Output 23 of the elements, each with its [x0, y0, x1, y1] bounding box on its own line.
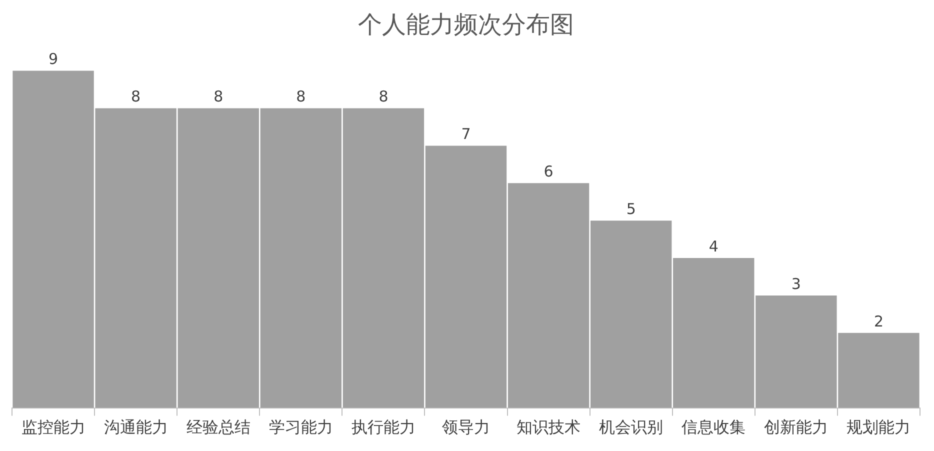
data-label: 8: [131, 88, 141, 106]
data-label: 7: [461, 125, 471, 144]
x-tick-label: 机会识别: [599, 418, 664, 437]
data-label: 8: [378, 88, 388, 106]
x-tick-label: 学习能力: [268, 418, 333, 437]
data-label: 8: [214, 88, 224, 106]
chart-title: 个人能力频次分布图: [358, 10, 574, 39]
data-label: 6: [544, 162, 554, 181]
x-tick-label: 创新能力: [764, 418, 828, 437]
x-tick-label: 规划能力: [846, 418, 911, 437]
data-label: 2: [874, 312, 884, 330]
data-label: 8: [296, 88, 306, 106]
x-tick-label: 沟通能力: [104, 418, 168, 437]
x-tick-label: 经验总结: [186, 418, 250, 437]
x-tick-label: 监控能力: [21, 418, 86, 437]
data-label: 9: [48, 50, 58, 68]
data-label: 3: [791, 274, 801, 293]
data-label: 5: [626, 200, 636, 218]
x-tick-label: 执行能力: [351, 418, 416, 437]
x-tick-label: 知识技术: [516, 418, 581, 437]
x-tick-label: 信息收集: [682, 418, 746, 437]
x-tick-label: 领导力: [442, 418, 490, 437]
data-label: 4: [708, 237, 718, 256]
